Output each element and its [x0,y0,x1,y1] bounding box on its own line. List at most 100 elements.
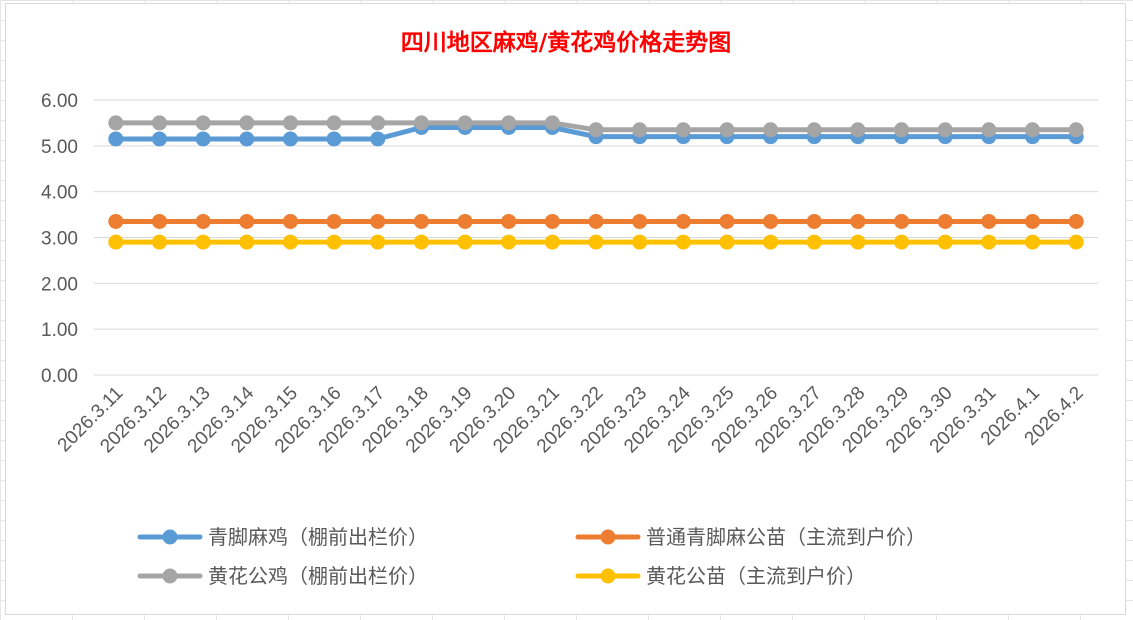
y-tick-label: 5.00 [41,137,78,158]
data-point [675,122,691,138]
data-point [1068,213,1084,229]
data-point [588,122,604,138]
data-point [108,213,124,229]
data-point [108,131,124,147]
data-point [1025,213,1041,229]
legend-item[interactable]: 黄花公苗（主流到户价） [575,564,866,588]
plot-series [108,115,1084,250]
data-point [763,234,779,250]
data-point [501,234,517,250]
y-tick-label: 6.00 [41,91,78,112]
legend-marker [600,529,616,545]
y-tick-label: 1.00 [41,320,78,341]
data-point [151,213,167,229]
data-point [151,131,167,147]
data-point [806,213,822,229]
legend-marker [162,568,178,584]
data-point [806,234,822,250]
legend-item[interactable]: 青脚麻鸡（棚前出栏价） [137,525,428,549]
data-point [806,122,822,138]
data-point [457,234,473,250]
data-point [108,115,124,131]
data-point [719,213,735,229]
data-point [326,115,342,131]
data-point [719,122,735,138]
data-point [850,122,866,138]
legend-label: 普通青脚麻公苗（主流到户价） [646,525,926,549]
data-point [282,115,298,131]
chart-area[interactable] [5,3,1126,615]
data-point [632,122,648,138]
data-point [937,122,953,138]
data-point [850,234,866,250]
data-point [719,234,735,250]
data-point [763,213,779,229]
data-point [501,213,517,229]
y-tick-label: 4.00 [41,183,78,204]
legend-item[interactable]: 普通青脚麻公苗（主流到户价） [575,525,926,549]
data-point [981,213,997,229]
series-1 [108,213,1084,229]
legend-label: 黄花公鸡（棚前出栏价） [208,564,428,588]
data-point [239,213,255,229]
chart-title: 四川地区麻鸡/黄花鸡价格走势图 [401,29,731,56]
data-point [108,234,124,250]
data-point [195,234,211,250]
data-point [894,234,910,250]
data-point [239,131,255,147]
data-point [282,213,298,229]
data-point [981,234,997,250]
legend-label: 黄花公苗（主流到户价） [646,564,866,588]
data-point [239,115,255,131]
data-point [413,115,429,131]
series-2 [108,115,1084,138]
data-point [457,115,473,131]
data-point [195,213,211,229]
data-point [370,131,386,147]
data-point [151,234,167,250]
y-tick-label: 2.00 [41,274,78,295]
legend: 青脚麻鸡（棚前出栏价） 普通青脚麻公苗（主流到户价） 黄花公鸡（棚前出栏价） 黄花公苗… [137,525,926,588]
series-3 [108,234,1084,250]
data-point [675,213,691,229]
data-point [370,234,386,250]
data-point [894,213,910,229]
data-point [588,234,604,250]
data-point [632,234,648,250]
data-point [850,213,866,229]
data-point [1068,122,1084,138]
data-point [588,213,604,229]
data-point [1025,234,1041,250]
data-point [413,213,429,229]
data-point [195,131,211,147]
data-point [501,115,517,131]
data-point [1025,122,1041,138]
data-point [937,213,953,229]
data-point [239,234,255,250]
data-point [457,213,473,229]
data-point [894,122,910,138]
data-point [981,122,997,138]
data-point [195,115,211,131]
data-point [937,234,953,250]
y-tick-label: 3.00 [41,229,78,250]
legend-item[interactable]: 黄花公鸡（棚前出栏价） [137,564,428,588]
data-point [544,234,560,250]
data-point [326,213,342,229]
data-point [1068,234,1084,250]
legend-marker [600,568,616,584]
data-point [326,131,342,147]
data-point [370,115,386,131]
data-point [370,213,386,229]
y-axis-ticks: 0.00 1.00 2.00 3.00 4.00 5.00 6.00 [41,91,78,387]
x-axis-ticks: 2026.3.112026.3.122026.3.132026.3.142026… [54,382,1088,457]
legend-label: 青脚麻鸡（棚前出栏价） [208,525,428,549]
data-point [763,122,779,138]
data-point [413,234,429,250]
legend-marker [162,529,178,545]
data-point [151,115,167,131]
data-point [632,213,648,229]
data-point [326,234,342,250]
data-point [544,115,560,131]
